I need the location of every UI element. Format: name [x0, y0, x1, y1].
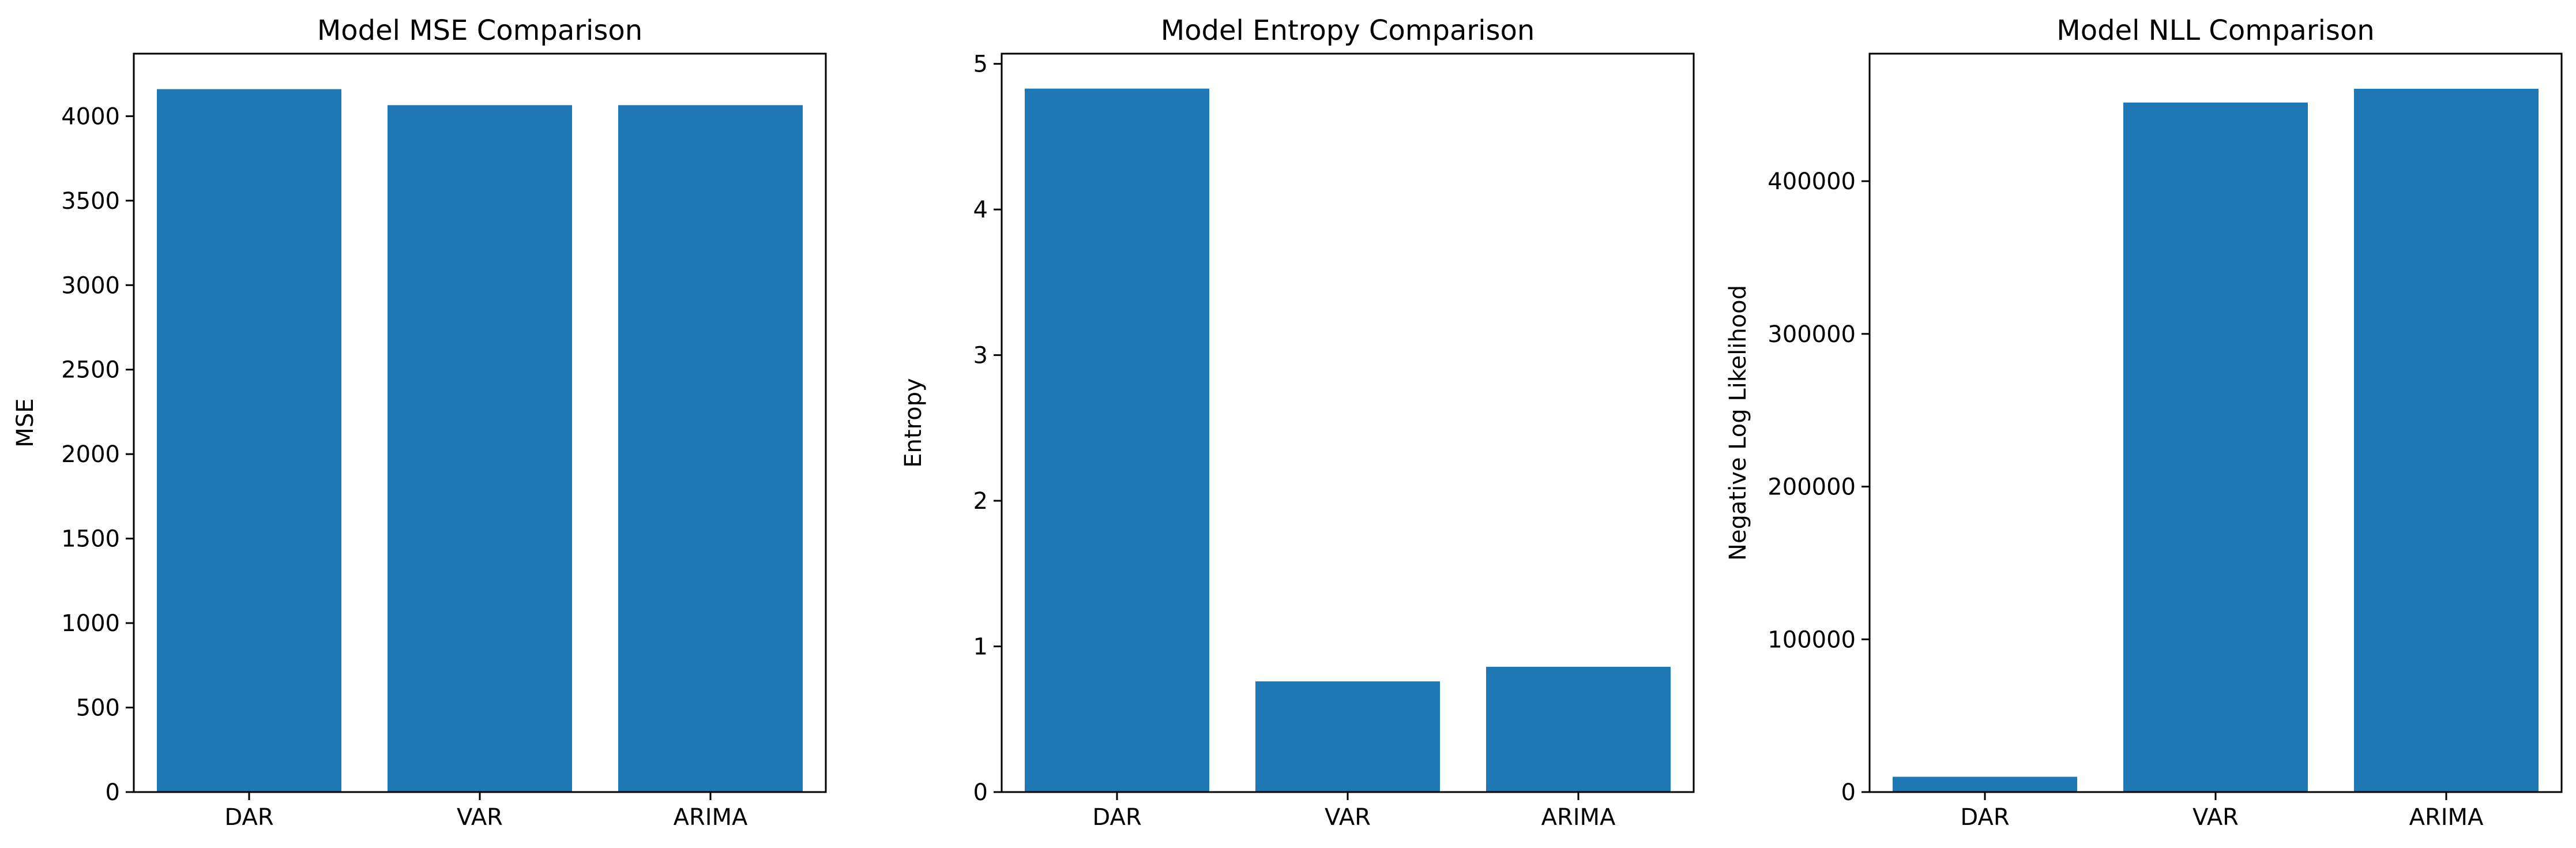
y-tick-label: 300000 [1768, 321, 1856, 348]
y-tick-label: 400000 [1768, 168, 1856, 195]
x-tick-label: VAR [457, 804, 503, 831]
y-tick-label: 1500 [61, 526, 120, 553]
chart-title: Model NLL Comparison [2056, 14, 2374, 47]
y-tick-label: 1 [973, 634, 988, 661]
y-axis-label: Negative Log Likelihood [1725, 285, 1751, 561]
bar-arima [2354, 88, 2539, 792]
x-tick-label: VAR [1325, 804, 1371, 831]
x-tick-label: ARIMA [1541, 804, 1616, 831]
bar-dar [157, 89, 341, 793]
y-tick-label: 1000 [61, 610, 120, 637]
y-tick-label: 3 [973, 343, 988, 369]
y-axis-label: Entropy [900, 378, 927, 467]
y-tick-label: 5 [973, 51, 988, 78]
chart-panel-3: Model NLL Comparison DAR VAR ARIMA 0 100000 20… [1725, 14, 2563, 831]
bar-var [2123, 102, 2308, 793]
x-tick-label: ARIMA [2409, 804, 2484, 831]
chart-title: Model Entropy Comparison [1161, 14, 1535, 47]
y-tick-label: 500 [76, 695, 120, 722]
chart-title: Model MSE Comparison [317, 14, 642, 47]
x-tick-label: DAR [224, 804, 273, 831]
bar-arima [1486, 666, 1671, 792]
y-tick-label: 0 [973, 779, 988, 806]
y-tick-label: 3500 [61, 188, 120, 215]
y-axis-label: MSE [12, 398, 39, 447]
y-tick-label: 2500 [61, 357, 120, 384]
y-tick-label: 4000 [61, 103, 120, 130]
x-tick-label: DAR [1960, 804, 2009, 831]
y-tick-label: 2000 [61, 441, 120, 468]
y-tick-label: 0 [1841, 779, 1856, 806]
bar-arima [618, 105, 803, 792]
y-tick-label: 3000 [61, 272, 120, 299]
y-tick-label: 2 [973, 488, 988, 515]
chart-panel-1: Model MSE Comparison DAR VAR ARIMA 0 500 1000 1… [12, 14, 827, 831]
y-tick-label: 200000 [1768, 474, 1856, 501]
bar-var [388, 105, 572, 792]
x-tick-label: ARIMA [674, 804, 748, 831]
y-tick-label: 0 [106, 779, 120, 806]
bar-var [1255, 681, 1440, 792]
chart-panel-2: Model Entropy Comparison DAR VAR ARIMA 0 1 2 3 4… [900, 14, 1695, 831]
y-tick-label: 4 [973, 197, 988, 223]
x-tick-label: DAR [1092, 804, 1141, 831]
bar-dar [1025, 88, 1209, 793]
y-tick-label: 100000 [1768, 626, 1856, 653]
x-tick-label: VAR [2193, 804, 2239, 831]
bar-dar [1893, 776, 2077, 792]
